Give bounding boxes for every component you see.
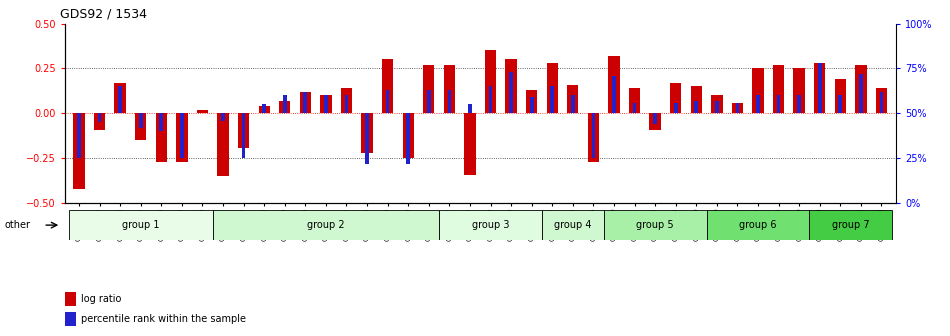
Bar [241,114,245,158]
Bar [320,95,332,114]
Bar [691,86,702,114]
Bar [238,114,249,148]
Bar [876,88,887,114]
Text: group 7: group 7 [832,220,869,230]
Bar [603,210,707,240]
Bar [176,114,187,162]
Text: group 4: group 4 [554,220,592,230]
Bar [468,104,472,114]
Bar [712,95,723,114]
Bar [386,90,390,114]
Bar [550,86,554,114]
Bar [341,88,352,114]
Bar [444,65,455,114]
Bar [715,101,719,114]
Bar [814,63,826,114]
Text: group 5: group 5 [636,220,674,230]
Bar [180,114,183,158]
Bar [324,95,328,114]
Bar [571,95,575,114]
Bar [592,114,596,158]
Bar [694,101,698,114]
Bar [345,95,349,114]
Bar [756,95,760,114]
Bar [382,59,393,114]
Bar [94,114,105,130]
Bar [361,114,372,153]
Bar [403,114,414,158]
Text: other: other [5,220,30,230]
Bar [279,101,291,114]
Bar [809,210,892,240]
Bar [752,69,764,114]
Bar [797,95,801,114]
Bar [139,114,142,128]
Bar [423,65,434,114]
Text: group 2: group 2 [307,220,345,230]
Bar [365,114,369,164]
Bar [855,65,866,114]
Bar [77,114,81,158]
Bar [65,292,76,306]
Bar [283,95,287,114]
Bar [777,95,780,114]
Bar [197,110,208,114]
Bar [484,50,496,114]
Bar [546,63,558,114]
Bar [773,65,785,114]
Bar [221,114,225,121]
Bar [160,114,163,131]
Bar [119,86,122,114]
Bar [526,90,538,114]
Bar [654,114,657,124]
Bar [839,95,842,114]
Bar [793,69,805,114]
Bar [262,104,266,114]
Bar [68,210,213,240]
Bar [98,114,102,122]
Text: log ratio: log ratio [81,294,122,304]
Bar [567,85,579,114]
Bar [439,210,542,240]
Bar [447,90,451,114]
Bar [674,102,677,114]
Bar [509,72,513,114]
Bar [650,114,661,130]
Text: percentile rank within the sample: percentile rank within the sample [81,314,246,324]
Bar [818,63,822,114]
Bar [588,114,599,162]
Bar [427,90,430,114]
Bar [608,56,619,114]
Text: group 1: group 1 [122,220,160,230]
Text: group 6: group 6 [739,220,777,230]
Bar [156,114,167,162]
Bar [303,92,307,114]
Bar [258,106,270,114]
Bar [213,210,439,240]
Bar [633,102,636,114]
Bar [218,114,229,176]
Text: GDS92 / 1534: GDS92 / 1534 [61,8,147,21]
Bar [299,92,311,114]
Bar [732,102,743,114]
Text: group 3: group 3 [472,220,509,230]
Bar [835,79,846,114]
Bar [73,114,85,189]
Bar [629,88,640,114]
Bar [505,59,517,114]
Bar [488,86,492,114]
Bar [612,76,616,114]
Bar [880,92,884,114]
Bar [542,210,603,240]
Bar [530,97,534,114]
Bar [135,114,146,140]
Bar [65,312,76,326]
Bar [707,210,809,240]
Bar [859,74,863,114]
Bar [735,102,739,114]
Bar [670,83,681,114]
Bar [115,83,125,114]
Bar [407,114,410,164]
Bar [465,114,476,174]
